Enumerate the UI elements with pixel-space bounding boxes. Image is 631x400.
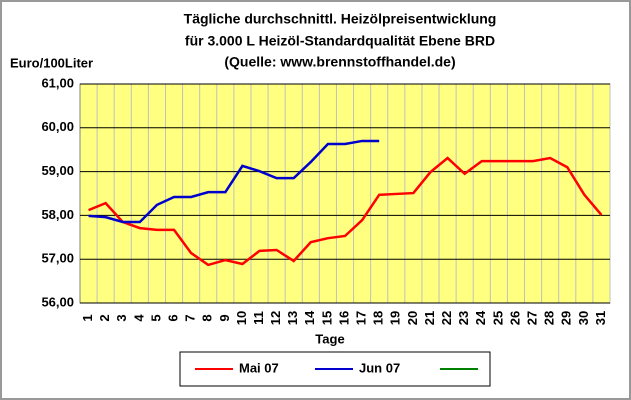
x-tick-label: 22 <box>439 311 454 325</box>
x-tick-label: 27 <box>525 311 540 325</box>
x-tick-label: 29 <box>559 311 574 325</box>
y-tick-label: 56,00 <box>41 294 74 309</box>
x-tick-label: 30 <box>576 311 591 325</box>
legend-label: Mai 07 <box>239 360 279 375</box>
y-axis-label: Euro/100Liter <box>10 55 93 70</box>
x-tick-label: 2 <box>97 314 112 321</box>
x-tick-label: 26 <box>507 311 522 325</box>
x-tick-label: 15 <box>319 311 334 325</box>
series-line <box>88 156 603 267</box>
x-tick-label: 31 <box>593 311 608 325</box>
x-tick-label: 13 <box>285 311 300 325</box>
x-tick-label: 19 <box>388 311 403 325</box>
y-tick-label: 58,00 <box>41 207 74 222</box>
x-tick-label: 20 <box>405 311 420 325</box>
chart-title: für 3.000 L Heizöl-Standardqualität Eben… <box>185 33 495 49</box>
x-tick-label: 7 <box>183 314 198 321</box>
legend-label: Jun 07 <box>359 360 400 375</box>
x-tick-label: 11 <box>251 311 266 325</box>
x-tick-label: 6 <box>165 314 180 321</box>
x-tick-label: 5 <box>148 314 163 321</box>
x-tick-label: 4 <box>131 314 146 322</box>
x-tick-label: 25 <box>490 311 505 325</box>
x-tick-label: 1 <box>80 314 95 321</box>
y-tick-label: 59,00 <box>41 163 74 178</box>
chart-title: (Quelle: www.brennstoffhandel.de) <box>224 54 455 70</box>
x-tick-label: 14 <box>302 310 317 325</box>
y-tick-label: 57,00 <box>41 251 74 266</box>
x-tick-label: 24 <box>473 310 488 325</box>
x-tick-label: 9 <box>217 314 232 321</box>
y-tick-label: 60,00 <box>41 119 74 134</box>
x-axis-label: Tage <box>315 331 344 346</box>
x-tick-label: 23 <box>456 311 471 325</box>
y-tick-label: 61,00 <box>41 75 74 90</box>
x-tick-label: 16 <box>336 311 351 325</box>
x-tick-label: 17 <box>354 311 369 325</box>
x-tick-label: 3 <box>114 314 129 321</box>
x-tick-label: 8 <box>200 314 215 321</box>
x-tick-label: 10 <box>234 311 249 325</box>
x-tick-label: 28 <box>542 311 557 325</box>
plot-area <box>79 83 611 304</box>
x-tick-label: 18 <box>371 311 386 325</box>
x-tick-label: 12 <box>268 311 283 325</box>
chart-title: Tägliche durchschnittl. Heizölpreisentwi… <box>184 11 497 27</box>
x-tick-label: 21 <box>422 311 437 325</box>
series-line <box>88 139 380 224</box>
